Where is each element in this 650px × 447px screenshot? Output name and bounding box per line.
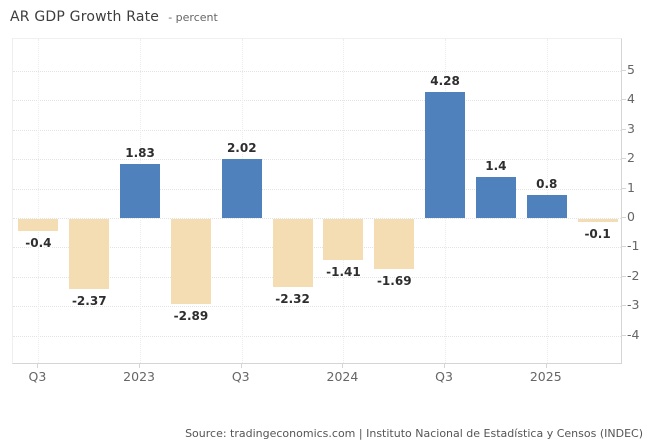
gdp-growth-bar[interactable] (170, 219, 211, 304)
x-axis-tick (139, 364, 141, 368)
chart-title: AR GDP Growth Rate - percent (10, 6, 218, 25)
y-axis-tick (622, 187, 626, 189)
h-gridline (13, 188, 621, 190)
h-gridline (13, 129, 621, 131)
y-tick-label: 1 (627, 179, 635, 195)
chart-unit-label: - percent (168, 11, 218, 24)
plot-area: -0.4 -2.37 1.83 -2.89 2.02 -2.32 -1.41 -1.69 4.2… (12, 38, 622, 364)
gdp-growth-bar[interactable] (374, 219, 415, 269)
x-axis-tick (444, 364, 446, 368)
y-tick-label: -3 (627, 297, 640, 313)
x-tick-label: 2023 (123, 369, 155, 384)
chart-title-text: AR GDP Growth Rate (10, 9, 160, 25)
x-tick-label: Q3 (231, 369, 250, 384)
gdp-growth-bar[interactable] (120, 164, 161, 218)
y-axis-tick (622, 128, 626, 130)
bar-value-label: -1.69 (376, 273, 412, 288)
h-gridline (13, 71, 621, 73)
bar-value-label: -0.4 (25, 235, 52, 250)
h-gridline (13, 159, 621, 161)
y-tick-label: -2 (627, 267, 640, 283)
h-gridline (13, 218, 621, 220)
y-tick-label: 5 (627, 62, 635, 78)
x-axis-tick (37, 364, 39, 368)
bar-value-label: 1.83 (125, 146, 155, 161)
x-axis-tick (545, 364, 547, 368)
bar-value-label: 1.4 (485, 158, 507, 173)
bar-value-label: 2.02 (226, 140, 257, 155)
gdp-growth-bar[interactable] (475, 176, 516, 218)
v-gridline (343, 39, 345, 363)
gdp-growth-bar[interactable] (272, 219, 313, 288)
x-tick-label: Q3 (435, 369, 453, 384)
bar-value-label: -1.41 (326, 265, 361, 280)
x-tick-label: 2025 (529, 369, 562, 384)
bar-value-label: -2.32 (275, 292, 310, 307)
bar-value-label: 0.8 (536, 176, 558, 191)
y-tick-label: 2 (627, 150, 635, 166)
y-tick-label: -1 (627, 238, 640, 254)
y-axis-tick (622, 246, 626, 248)
gdp-growth-bar[interactable] (69, 219, 110, 289)
y-axis-tick (622, 217, 626, 219)
bar-value-label: 4.28 (430, 74, 460, 89)
source-attribution: Source: tradingeconomics.com | Instituto… (185, 427, 643, 440)
x-tick-label: Q3 (28, 369, 47, 384)
h-gridline (13, 306, 621, 308)
y-axis-tick (622, 99, 626, 101)
y-axis-tick (622, 275, 626, 277)
h-gridline (13, 100, 621, 102)
y-axis-tick (622, 305, 626, 307)
y-axis-tick (622, 158, 626, 160)
y-axis-tick (622, 70, 626, 72)
y-tick-label: 0 (627, 209, 635, 225)
h-gridline (13, 247, 621, 249)
gdp-growth-bar[interactable] (323, 219, 364, 261)
x-axis-tick (342, 364, 344, 368)
y-tick-label: -4 (627, 326, 640, 342)
h-gridline (13, 276, 621, 278)
x-tick-label: 2024 (326, 369, 359, 384)
gdp-growth-bar[interactable] (221, 158, 262, 219)
v-gridline (38, 39, 40, 363)
gdp-growth-bar[interactable] (18, 219, 59, 231)
gdp-growth-bar[interactable] (526, 194, 567, 219)
y-tick-label: 4 (627, 91, 635, 107)
x-axis-tick (240, 364, 242, 368)
h-gridline (13, 335, 621, 337)
bar-value-label: -2.89 (173, 308, 209, 323)
bar-value-label: -2.37 (71, 293, 107, 308)
bar-value-label: -0.1 (584, 226, 611, 241)
y-tick-label: 3 (627, 120, 635, 136)
gdp-growth-bar[interactable] (425, 92, 466, 219)
gdp-growth-bar[interactable] (577, 219, 618, 222)
y-axis-tick (622, 334, 626, 336)
